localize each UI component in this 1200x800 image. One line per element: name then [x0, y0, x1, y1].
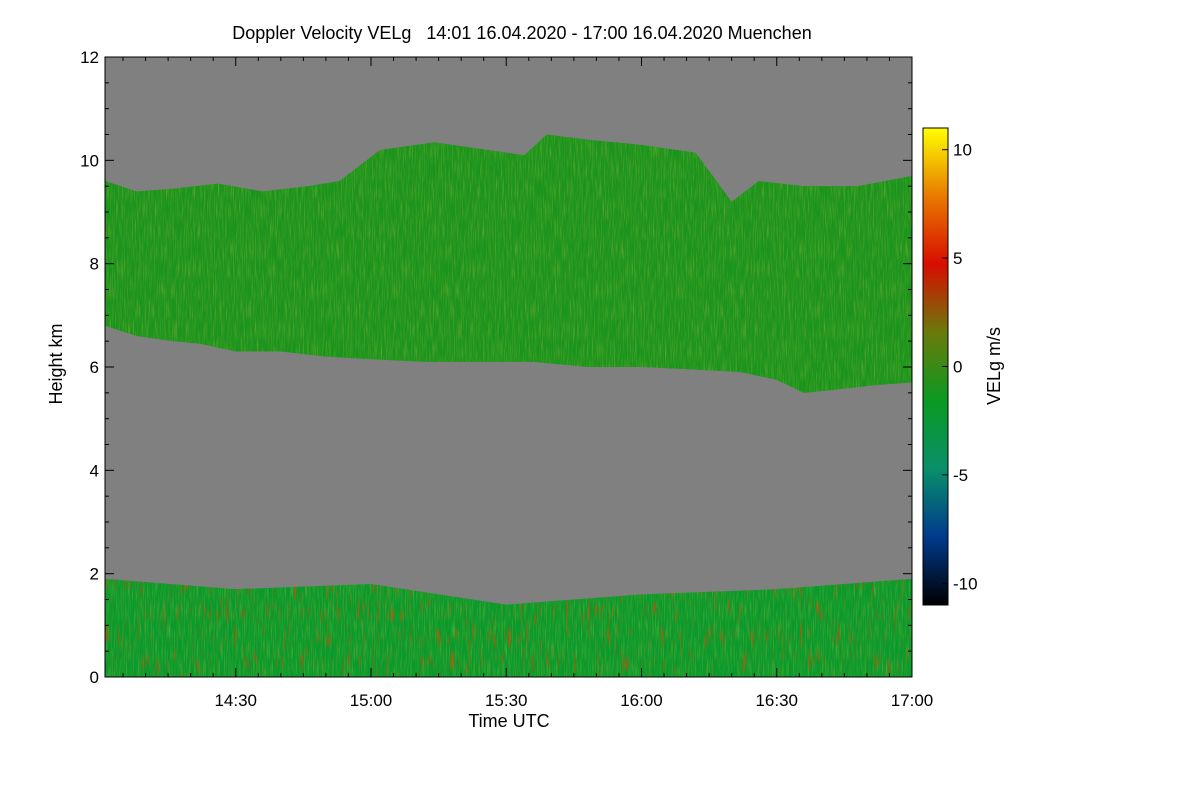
- y-tick-label: 6: [90, 358, 99, 377]
- y-tick-label: 4: [90, 461, 99, 480]
- x-tick-label: 17:00: [891, 691, 934, 710]
- colorbar-tick-label: 10: [953, 141, 972, 160]
- layer-boundary-layer-turbulence: [105, 578, 912, 677]
- colorbar: 10 5 0 -5 -10 VELg m/s: [922, 127, 1004, 606]
- y-tick-label: 2: [90, 565, 99, 584]
- updraft-speckle: [105, 578, 912, 677]
- chart-title: Doppler Velocity VELg 14:01 16.04.2020 -…: [232, 23, 811, 43]
- x-axis: 14:30 15:00 15:30 16:00 16:30 17:00: [122, 57, 934, 710]
- x-axis-label: Time UTC: [468, 711, 549, 731]
- x-tick-label: 14:30: [214, 691, 257, 710]
- colorbar-ticks: 10 5 0 -5 -10: [942, 141, 978, 593]
- layer-cirrus-cloud-layer: [105, 134, 912, 393]
- x-tick-label: 16:00: [620, 691, 663, 710]
- y-axis: 0 2 4 6 8 10 12: [80, 48, 912, 687]
- y-tick-label: 8: [90, 255, 99, 274]
- echo-layers: [105, 134, 912, 677]
- colorbar-tick-label: 0: [953, 358, 962, 377]
- colorbar-tick-label: -10: [953, 574, 978, 593]
- y-tick-label: 12: [80, 48, 99, 67]
- y-tick-label: 0: [90, 668, 99, 687]
- colorbar-tick-label: 5: [953, 249, 962, 268]
- x-tick-label: 16:30: [755, 691, 798, 710]
- layer-texture: [105, 134, 912, 393]
- x-tick-label: 15:30: [485, 691, 528, 710]
- colorbar-tick-label: -5: [953, 466, 968, 485]
- y-tick-label: 10: [80, 151, 99, 170]
- plot-area: [104, 56, 913, 678]
- colorbar-label: VELg m/s: [984, 327, 1004, 405]
- x-tick-label: 15:00: [350, 691, 393, 710]
- y-axis-label: Height km: [46, 323, 66, 404]
